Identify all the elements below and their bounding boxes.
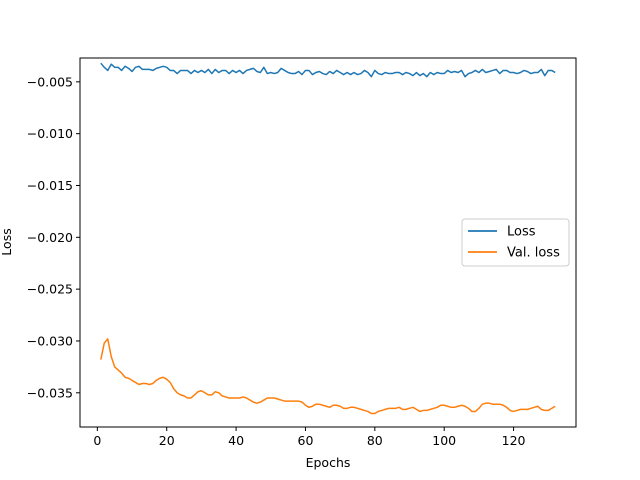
x-tick-label: 20 bbox=[159, 433, 175, 448]
legend-entry-label: Val. loss bbox=[507, 246, 560, 261]
x-axis-label: Epochs bbox=[306, 455, 351, 470]
y-tick-label: −0.025 bbox=[27, 282, 73, 297]
y-tick-label: −0.010 bbox=[27, 126, 73, 141]
x-axis-ticks: 0 20 40 60 80 100 120 bbox=[93, 427, 526, 448]
y-axis-ticks: −0.035 −0.030 −0.025 −0.020 −0.015 −0.010 −0.0… bbox=[27, 74, 80, 400]
x-tick-label: 120 bbox=[502, 433, 526, 448]
series-line-val-loss bbox=[100, 338, 556, 415]
y-tick-label: −0.030 bbox=[27, 333, 73, 348]
series-layer bbox=[100, 62, 556, 415]
y-tick-label: −0.035 bbox=[27, 385, 73, 400]
x-tick-label: 0 bbox=[93, 433, 101, 448]
x-tick-label: 80 bbox=[367, 433, 383, 448]
legend-entry-label: Loss bbox=[507, 225, 536, 240]
x-tick-label: 100 bbox=[432, 433, 456, 448]
y-tick-label: −0.005 bbox=[27, 74, 73, 89]
series-line-loss bbox=[100, 62, 556, 78]
y-tick-label: −0.020 bbox=[27, 230, 73, 245]
plot-frame bbox=[79, 57, 577, 428]
y-tick-label: −0.015 bbox=[27, 178, 73, 193]
legend: Loss Val. loss bbox=[461, 218, 570, 267]
x-tick-label: 60 bbox=[298, 433, 314, 448]
x-tick-label: 40 bbox=[228, 433, 244, 448]
y-axis-label: Loss bbox=[0, 228, 14, 255]
